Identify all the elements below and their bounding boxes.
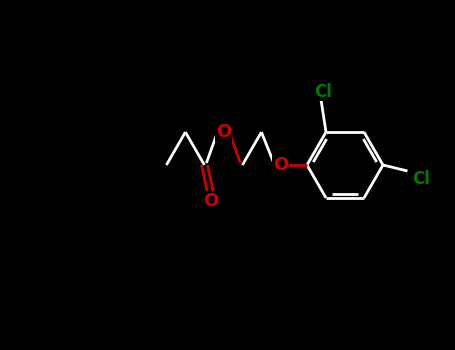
Text: O: O (216, 123, 231, 141)
Text: Cl: Cl (314, 83, 332, 100)
Text: O: O (203, 192, 218, 210)
Text: Cl: Cl (413, 170, 430, 188)
Text: O: O (273, 156, 288, 174)
